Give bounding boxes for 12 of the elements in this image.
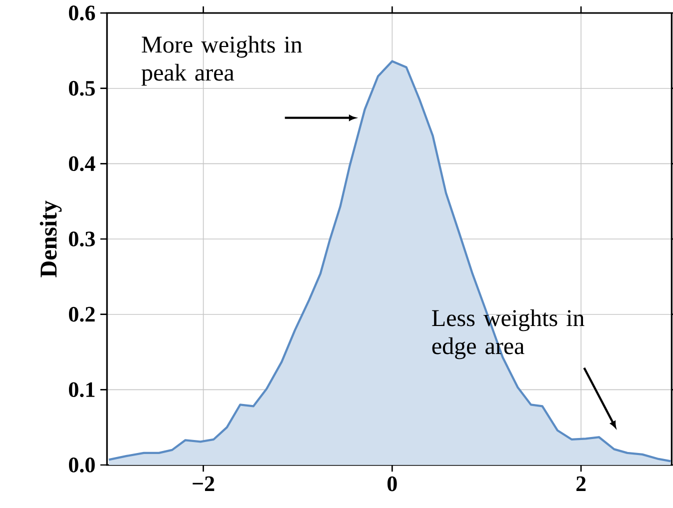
y-tick-label: 0.0 (68, 458, 95, 472)
y-tick-label: 0.4 (68, 156, 96, 172)
y-tick-label: 0.1 (68, 382, 94, 398)
y-tick-label: 0.5 (68, 80, 95, 96)
y-axis-title: Density (40, 200, 62, 278)
y-tick-label: 0.2 (68, 306, 95, 322)
x-tick-label: 0 (388, 476, 397, 492)
y-tick-label: 0.6 (68, 6, 95, 20)
annotation: More weights in peak area (142, 36, 302, 86)
x-tick-label: 2 (576, 476, 586, 491)
x-tick-label: −2 (192, 476, 214, 491)
y-tick-label: 0.3 (68, 232, 95, 246)
